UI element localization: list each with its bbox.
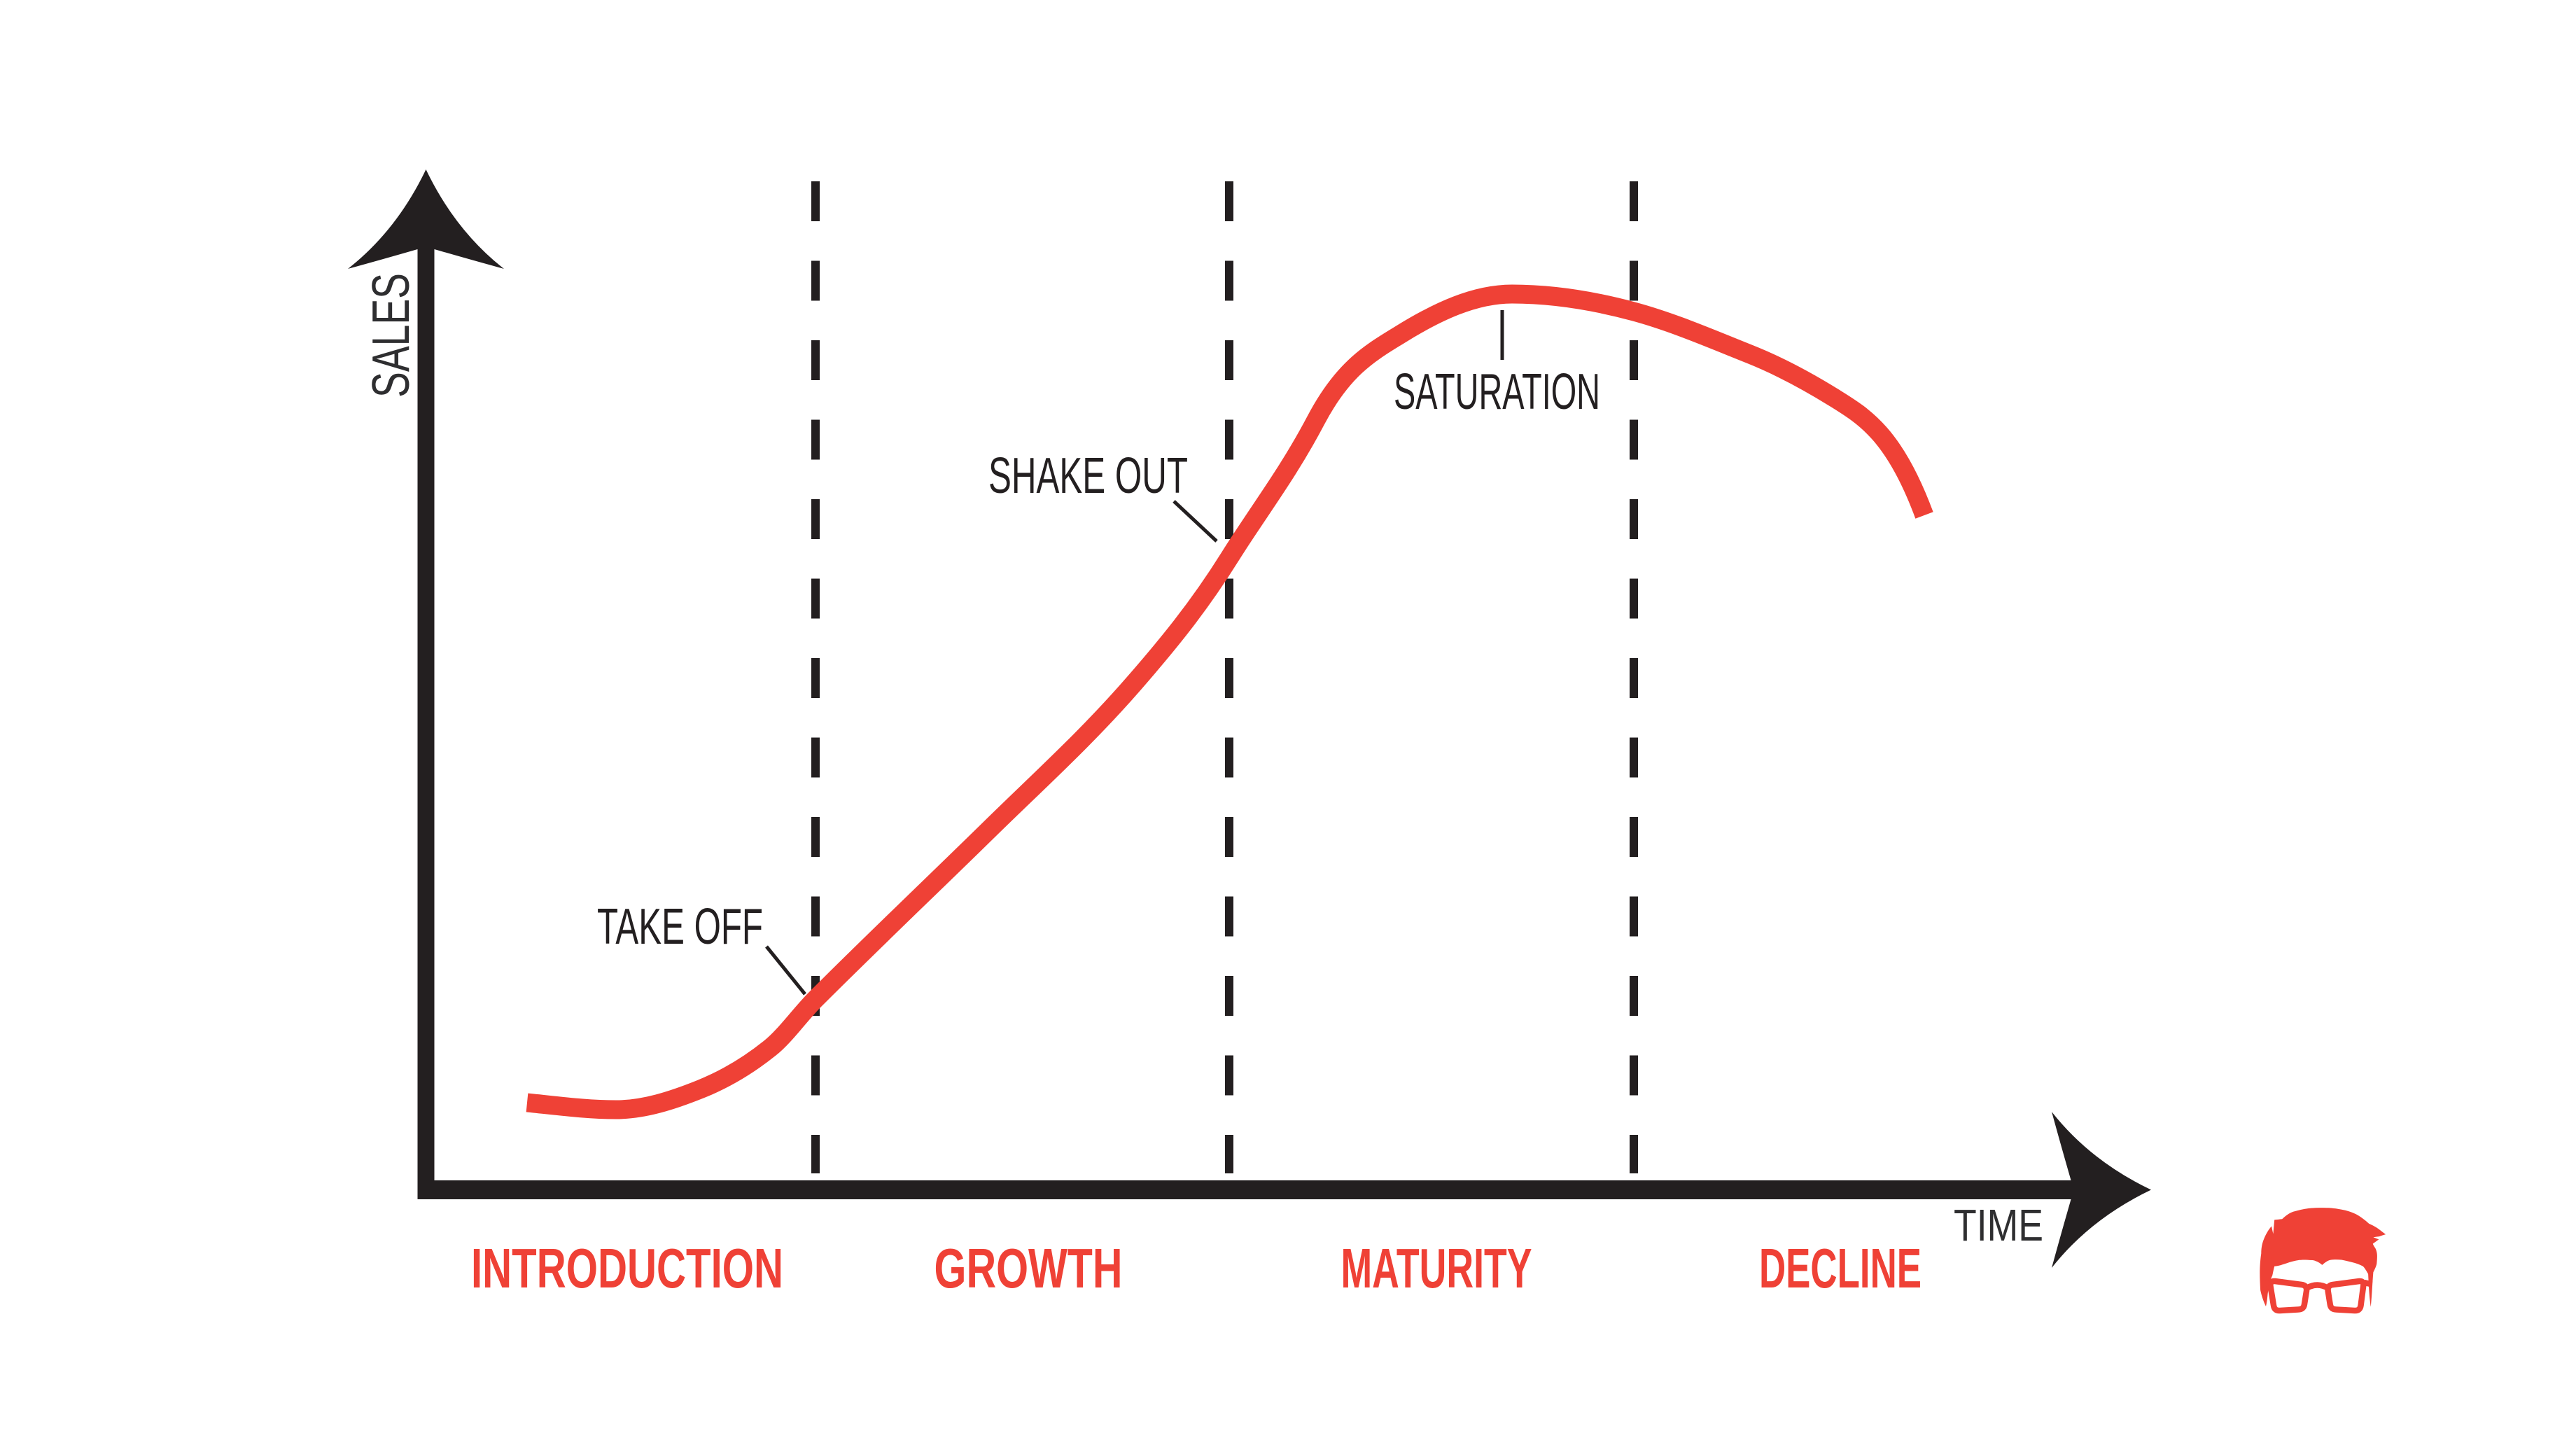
svg-text:GROWTH: GROWTH (934, 1237, 1123, 1299)
svg-text:SATURATION: SATURATION (1394, 364, 1600, 420)
svg-text:MATURITY: MATURITY (1341, 1237, 1532, 1299)
svg-text:INTRODUCTION: INTRODUCTION (471, 1237, 783, 1299)
svg-text:DECLINE: DECLINE (1759, 1237, 1921, 1299)
svg-text:SHAKE OUT: SHAKE OUT (988, 448, 1188, 504)
svg-text:TIME: TIME (1954, 1200, 2043, 1250)
svg-text:SALES: SALES (361, 273, 420, 398)
svg-text:TAKE OFF: TAKE OFF (597, 899, 763, 955)
